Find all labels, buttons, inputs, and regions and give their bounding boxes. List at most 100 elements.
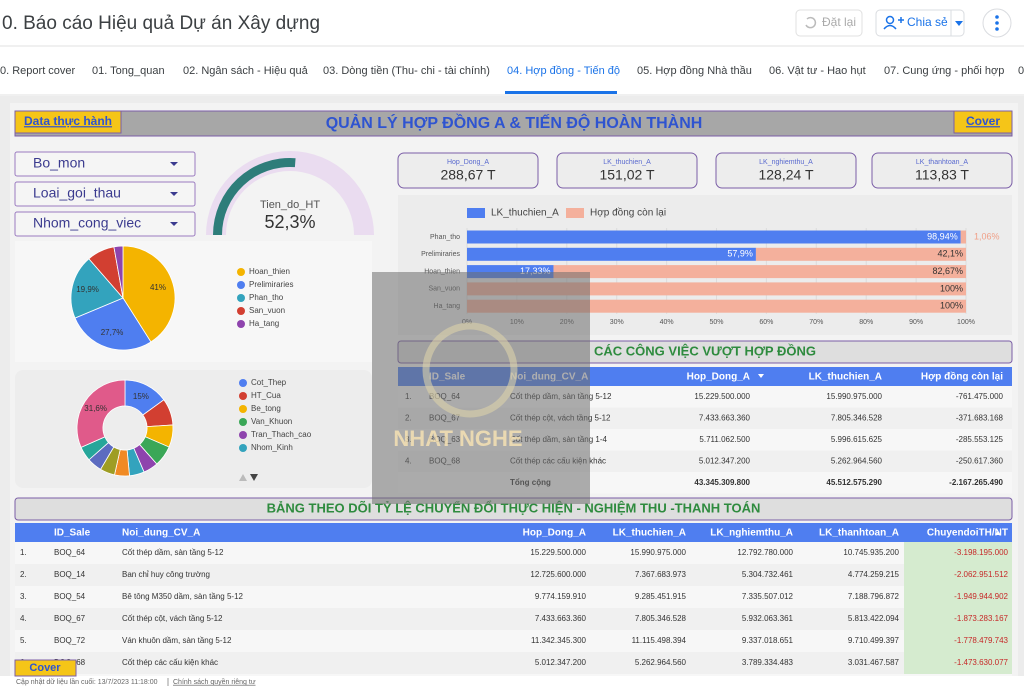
table-cell: Cốt thép các cấu kiện khác	[122, 658, 218, 667]
highlight-cell	[904, 586, 1012, 608]
bar-value-label: 100%	[940, 301, 963, 311]
legend-label: Phan_tho	[249, 293, 284, 302]
table-cell: Cốt thép cột, vách tầng 5-12	[122, 614, 223, 623]
kpi-card	[556, 152, 698, 189]
bar-value-label: 82,67%	[932, 266, 963, 276]
table-cell: 4.	[20, 614, 27, 623]
kpi-label: Hop_Dong_A	[447, 159, 489, 166]
reset-button[interactable]	[795, 9, 863, 37]
cover-button[interactable]	[14, 659, 77, 677]
kpi-label: LK_nghiemthu_A	[759, 159, 813, 166]
share-button[interactable]	[875, 9, 965, 37]
y-tick-label: Hoan_thien	[424, 268, 460, 275]
page-tab[interactable]: 01. Tong_quan	[92, 65, 165, 77]
x-tick-label: 100%	[957, 319, 975, 326]
watermark-logo	[422, 322, 518, 418]
filter-dropdown[interactable]	[14, 151, 196, 177]
table-cell: BOQ_72	[54, 636, 86, 645]
legend-swatch	[237, 307, 245, 315]
table-row	[15, 652, 1012, 674]
column-header: LK_nghiemthu_A	[710, 528, 793, 539]
legend-swatch	[239, 431, 247, 439]
pie-slice	[113, 245, 124, 299]
table-cell: Bê tông M350 dầm, sàn tầng 5-12	[122, 592, 244, 601]
page-tab[interactable]: 05. Hợp đồng Nhà thầu	[637, 65, 752, 77]
legend-swatch	[239, 444, 247, 452]
reset-label: Đặt lại	[822, 15, 856, 29]
kpi-label: LK_thanhtoan_A	[916, 159, 968, 166]
legend-swatch	[237, 268, 245, 276]
cover-button-label: Cover	[29, 662, 61, 674]
table-row	[15, 630, 1012, 652]
table-cell: BOQ_14	[54, 570, 86, 579]
column-header: Hop_Dong_A	[523, 528, 586, 539]
column-header: LK_thanhtoan_A	[819, 528, 899, 539]
cover-button[interactable]	[953, 110, 1013, 134]
column-header: Hop_Dong_A	[687, 372, 750, 383]
bar-value-label: 100%	[940, 283, 963, 293]
table-cell: Ván khuôn dầm, sàn tầng 5-12	[122, 636, 232, 645]
page-tab[interactable]: 0	[1018, 65, 1024, 77]
table-cell: -1.949.944.902	[954, 592, 1008, 601]
table-cell: 5.262.964.560	[635, 658, 687, 667]
table-cell: BOQ_64	[54, 548, 86, 557]
legend-label: Hợp đồng còn lại	[590, 207, 666, 219]
kpi-value: 113,83 T	[915, 167, 969, 183]
data-button[interactable]	[14, 110, 122, 134]
legend-page-up[interactable]	[239, 474, 247, 481]
table-cell: 9.774.159.910	[535, 592, 587, 601]
kpi-card	[871, 152, 1013, 189]
page-tab[interactable]: 02. Ngân sách - Hiệu quả	[183, 65, 309, 77]
table-cell: -3.198.195.000	[954, 548, 1008, 557]
pie-slice	[76, 379, 126, 448]
page-tab[interactable]: 07. Cung ứng - phối hợp	[884, 65, 1004, 77]
page-tab[interactable]: 0. Report cover	[0, 65, 76, 77]
filter-label: Loai_goi_thau	[33, 185, 121, 201]
slice-label: 41%	[150, 283, 166, 292]
page-tab[interactable]: 06. Vật tư - Hao hụt	[769, 65, 866, 77]
table-cell: 5.	[20, 636, 27, 645]
highlight-cell	[904, 542, 1012, 564]
legend-label: HT_Cua	[251, 391, 281, 400]
footer-privacy[interactable]: Chính sách quyền riêng tư	[173, 677, 256, 686]
slice-label: 31,6%	[84, 404, 107, 413]
bar-segment	[467, 247, 756, 261]
table-cell: 5.012.347.200	[699, 456, 751, 465]
page-tab[interactable]: 04. Hợp đồng - Tiến độ	[507, 65, 620, 77]
sort-arrow	[995, 531, 1001, 535]
watermark-text: NHAT NGHE	[393, 426, 522, 451]
legend-label: Be_tong	[251, 404, 281, 413]
legend-swatch	[239, 418, 247, 426]
gauge-value	[213, 158, 296, 235]
legend-swatch	[239, 405, 247, 413]
table-cell: 5.262.964.560	[831, 456, 883, 465]
filter-dropdown[interactable]	[14, 211, 196, 237]
table-row	[15, 542, 1012, 564]
slice-label: 15%	[133, 392, 149, 401]
table-cell: 7.188.796.872	[848, 592, 900, 601]
more-dot	[995, 27, 999, 31]
table-total-cell: -2.167.265.490	[949, 478, 1003, 487]
page-tab[interactable]: 03. Dòng tiền (Thu- chi - tài chính)	[323, 65, 490, 77]
kpi-value: 151,02 T	[599, 167, 654, 183]
more-dot	[995, 15, 999, 19]
share-menu-arrow[interactable]	[955, 21, 963, 26]
table-cell: 5.996.615.625	[831, 435, 883, 444]
table-cell: -250.617.360	[956, 456, 1004, 465]
table-cell: 7.805.346.528	[831, 413, 883, 422]
filter-dropdown[interactable]	[14, 181, 196, 207]
legend-page-down[interactable]	[250, 474, 258, 481]
filter-arrow	[170, 192, 178, 196]
highlight-cell	[904, 564, 1012, 586]
table-cell: 15.990.975.000	[826, 392, 882, 401]
gauge-value-label: 52,3%	[264, 212, 315, 232]
table-row	[15, 564, 1012, 586]
highlight-cell	[904, 608, 1012, 630]
table-cell: 3.031.467.587	[848, 658, 900, 667]
dashboard-title: QUẢN LÝ HỢP ĐỒNG A & TIẾN ĐỘ HOÀN THÀNH	[326, 113, 703, 132]
share-icon	[885, 15, 895, 25]
highlight-cell	[904, 652, 1012, 674]
active-tab-underline	[505, 91, 617, 94]
x-tick-label: 30%	[610, 319, 624, 326]
